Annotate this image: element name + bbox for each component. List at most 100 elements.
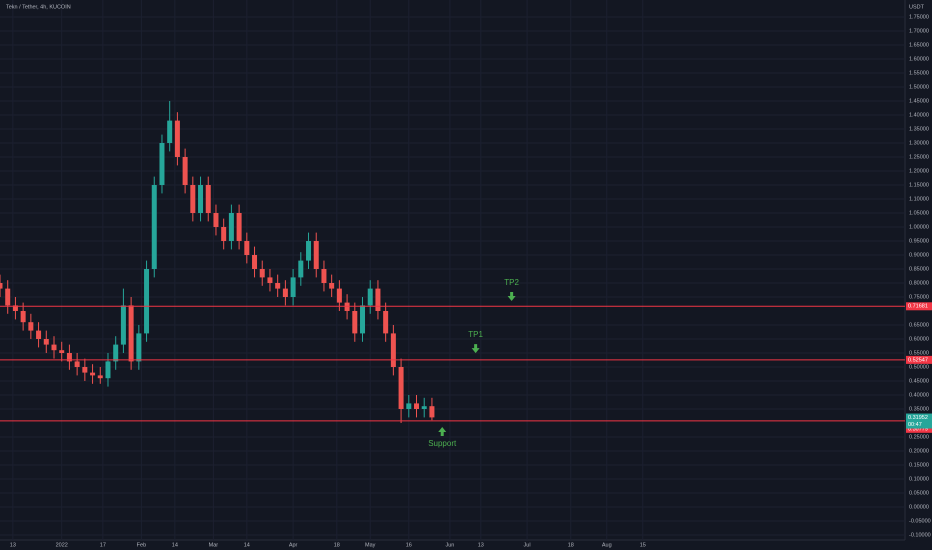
candle-body	[20, 311, 26, 323]
candle-body	[159, 143, 165, 185]
y-tick-label: 0.95000	[909, 238, 929, 244]
y-tick-label: 0.75000	[909, 294, 929, 300]
y-tick-label: 1.05000	[909, 210, 929, 216]
candle-body	[128, 305, 134, 362]
candle-body	[182, 157, 188, 185]
y-tick-label: 1.70000	[909, 28, 929, 34]
y-tick-label: 1.65000	[909, 42, 929, 48]
axis-unit: USDT	[909, 4, 925, 10]
candle-body	[383, 311, 389, 334]
x-tick-label: Jul	[524, 542, 531, 548]
y-tick-label: 0.20000	[909, 448, 929, 454]
y-tick-label: 0.80000	[909, 280, 929, 286]
candle-body	[105, 361, 111, 379]
candle-body	[360, 305, 366, 334]
candle-body	[282, 288, 288, 297]
candle-body	[414, 403, 420, 409]
x-tick-label: 2022	[56, 542, 68, 548]
y-tick-label: 0.50000	[909, 364, 929, 370]
y-tick-label: 1.00000	[909, 224, 929, 230]
y-tick-label: 0.60000	[909, 336, 929, 342]
y-tick-label: 0.55000	[909, 350, 929, 356]
candle-body	[0, 283, 3, 289]
annotation-text: Support	[428, 439, 457, 448]
y-tick-label: 0.45000	[909, 378, 929, 384]
candle-body	[120, 305, 126, 345]
annotation-arrow	[507, 292, 516, 301]
y-tick-label: 1.45000	[909, 98, 929, 104]
y-tick-label: 1.75000	[909, 14, 929, 20]
candle-body	[221, 227, 227, 241]
candle-body	[313, 241, 319, 269]
y-tick-label: -0.05000	[909, 518, 931, 524]
candle-body	[236, 213, 242, 241]
x-tick-label: Jun	[445, 542, 454, 548]
candle-body	[406, 403, 412, 409]
candle-body	[190, 185, 196, 213]
price-label-bg	[906, 302, 932, 311]
candle-body	[421, 406, 427, 409]
candle-body	[198, 185, 204, 213]
candle-body	[59, 350, 65, 353]
candle-body	[275, 283, 281, 289]
candle-body	[298, 260, 304, 278]
grid	[0, 0, 905, 540]
price-label: 0.30779	[908, 426, 928, 432]
y-tick-label: 0.85000	[909, 266, 929, 272]
x-tick-label: 13	[10, 542, 16, 548]
candle-body	[375, 288, 381, 311]
y-tick-label: 1.50000	[909, 84, 929, 90]
candle-body	[213, 213, 219, 227]
candle-body	[252, 255, 258, 269]
candle-body	[244, 241, 250, 255]
candle-body	[66, 353, 72, 362]
candle-body	[267, 277, 273, 283]
current-price-label: 0.31952	[908, 415, 928, 421]
candle-body	[329, 283, 335, 289]
candle-body	[12, 305, 18, 311]
candle-body	[336, 288, 342, 303]
y-tick-label: 0.15000	[909, 462, 929, 468]
x-tick-label: 15	[640, 542, 646, 548]
annotation-text: TP1	[468, 330, 483, 339]
candle-body	[90, 372, 96, 376]
y-tick-label: 1.35000	[909, 126, 929, 132]
candle-body	[205, 185, 211, 213]
candle-body	[174, 120, 180, 157]
candle-body	[36, 330, 42, 339]
y-tick-label: 0.40000	[909, 392, 929, 398]
candle-body	[398, 367, 404, 409]
price-label: 0.52547	[908, 357, 928, 363]
price-label-bg	[906, 424, 932, 433]
y-tick-label: 1.25000	[909, 154, 929, 160]
candle-body	[51, 344, 57, 351]
candle-body	[82, 367, 88, 373]
candle-body	[390, 333, 396, 367]
candle-body	[429, 406, 435, 418]
y-tick-label: 0.90000	[909, 252, 929, 258]
candle-body	[259, 269, 265, 278]
plot: TP2 TP1 Support	[0, 101, 905, 448]
y-tick-label: -0.10000	[909, 532, 931, 538]
x-tick-label: 18	[568, 542, 574, 548]
y-tick-label: 1.40000	[909, 112, 929, 118]
current-price-bg	[906, 413, 932, 429]
chart-title: Tekn / Tether, 4h, KUCOIN	[6, 4, 71, 10]
candle-body	[113, 344, 119, 362]
x-tick-label: Mar	[209, 542, 219, 548]
y-tick-label: 1.20000	[909, 168, 929, 174]
y-tick-label: 1.15000	[909, 182, 929, 188]
countdown-label: 00:47	[908, 422, 922, 428]
x-tick-label: 16	[406, 542, 412, 548]
candle-body	[97, 375, 103, 379]
annotation-arrow	[471, 344, 480, 354]
y-tick-label: 0.00000	[909, 504, 929, 510]
candle-body	[28, 322, 34, 331]
candle-body	[344, 302, 350, 311]
candle-body	[151, 185, 157, 269]
x-tick-label: Feb	[137, 542, 146, 548]
candle-body	[74, 361, 80, 367]
x-tick-label: Apr	[289, 542, 298, 548]
